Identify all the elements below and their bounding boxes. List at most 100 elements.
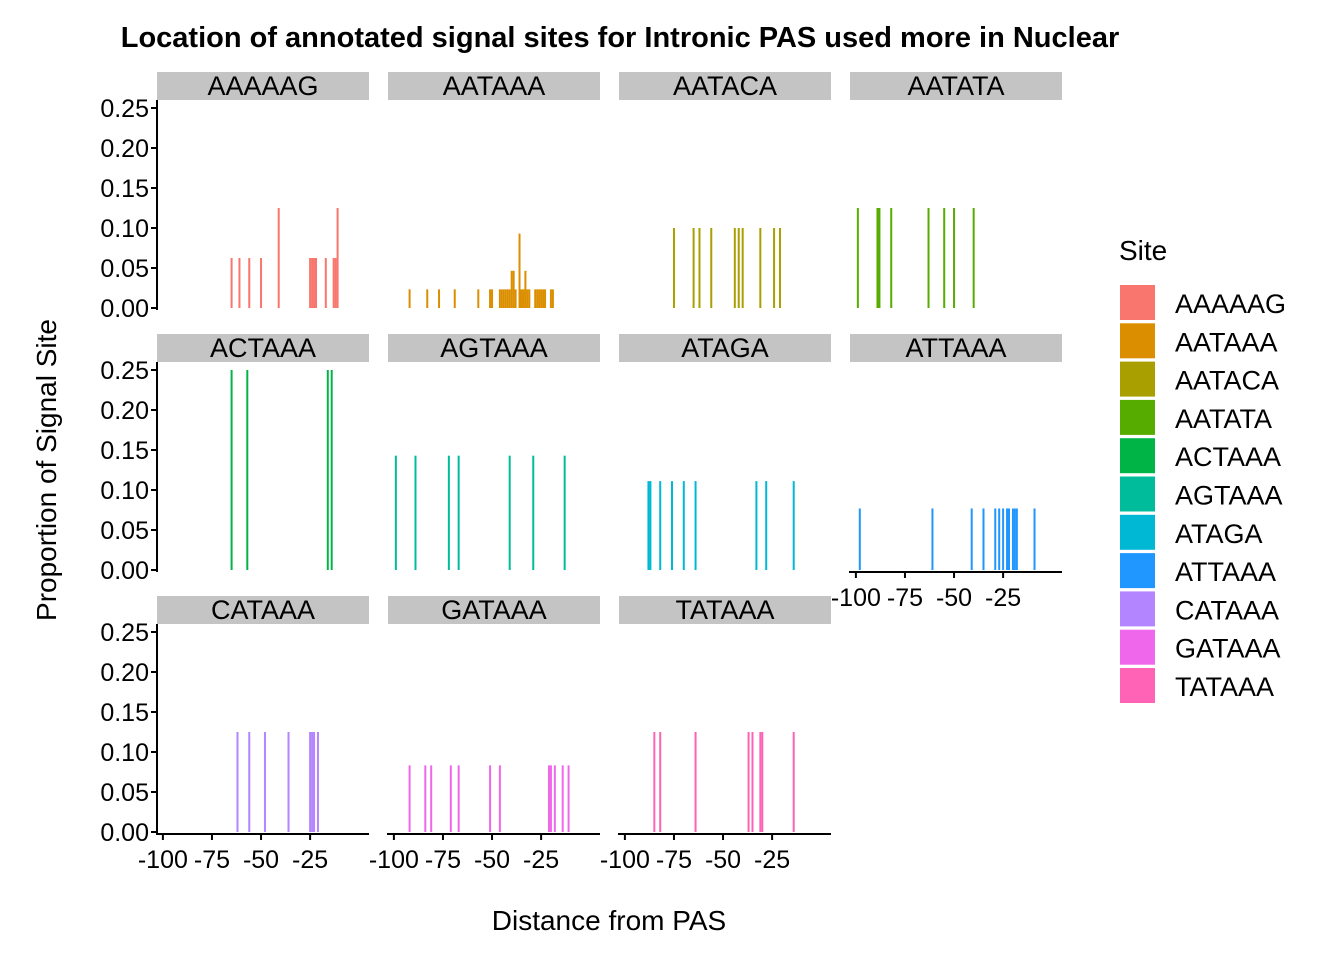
- bar: [477, 289, 480, 308]
- bar: [998, 508, 1001, 570]
- bar: [236, 732, 239, 832]
- legend-item-agtaaa: AGTAAA: [1120, 476, 1283, 512]
- bar: [927, 208, 930, 308]
- bar: [547, 765, 550, 832]
- legend-item-ataga: ATAGA: [1120, 514, 1263, 550]
- y-tick-label: 0.10: [100, 739, 149, 767]
- bar: [1011, 508, 1014, 570]
- x-tick-label: -50: [474, 846, 510, 874]
- bar: [532, 455, 535, 570]
- bar: [792, 732, 795, 832]
- x-axis-title: Distance from PAS: [492, 905, 726, 936]
- legend-item-gataaa: GATAAA: [1120, 629, 1281, 665]
- bar: [498, 765, 501, 832]
- facet-strip: [388, 72, 600, 100]
- bar: [710, 228, 713, 308]
- bar: [230, 258, 233, 308]
- bar: [761, 732, 764, 832]
- bar: [500, 289, 503, 308]
- legend-label: CATAAA: [1175, 595, 1279, 625]
- bar: [1002, 508, 1005, 570]
- bar: [313, 732, 316, 832]
- bar: [544, 289, 547, 308]
- y-tick-label: 0.15: [100, 699, 149, 727]
- bar: [430, 765, 433, 832]
- bar: [498, 289, 501, 308]
- y-tick-label: 0.00: [100, 819, 149, 847]
- facet-strip-label: ACTAAA: [210, 333, 316, 363]
- bar: [792, 481, 795, 570]
- bar: [248, 732, 251, 832]
- bar: [334, 258, 337, 308]
- bar: [315, 258, 317, 308]
- facet-strip: [157, 334, 369, 362]
- bar: [765, 481, 768, 570]
- facet-strip: [157, 596, 369, 624]
- y-tick-label: 0.10: [100, 477, 149, 505]
- bar: [733, 228, 736, 308]
- bar: [542, 289, 545, 308]
- bar: [408, 765, 411, 832]
- bar: [438, 289, 441, 308]
- bar: [526, 289, 529, 308]
- bar: [512, 270, 515, 308]
- legend-swatch: [1120, 591, 1155, 627]
- bar: [994, 508, 997, 570]
- bar: [506, 289, 509, 308]
- legend-swatch: [1120, 629, 1155, 665]
- bar: [230, 370, 233, 570]
- bar: [649, 481, 652, 570]
- bar: [426, 289, 429, 308]
- bar: [694, 732, 697, 832]
- bar: [878, 208, 881, 308]
- facet-strip-label: TATAAA: [675, 595, 774, 625]
- y-tick-label: 0.15: [100, 437, 149, 465]
- facet-panel-gataaa: GATAAA -100 -75 -50 -25: [369, 595, 600, 874]
- bar: [248, 258, 251, 308]
- bar: [1008, 508, 1010, 570]
- legend-label: ACTAAA: [1175, 442, 1281, 472]
- facet-strip: [619, 596, 831, 624]
- facet-panel-cataaa: CATAAA 0.00 0.05 0.10 0.15 0.20 0.25 -100 -75 -50…: [100, 595, 369, 874]
- x-tick-label: -100: [369, 846, 419, 874]
- facet-strip: [388, 334, 600, 362]
- facet-strip: [619, 72, 831, 100]
- facet-panel-tataaa: TATAAA -100 -75 -50 -25: [600, 595, 831, 874]
- facet-panel-ataga: ATAGA: [619, 333, 831, 570]
- bar: [424, 765, 427, 832]
- bar: [563, 455, 566, 570]
- facet-strip-label: CATAAA: [211, 595, 315, 625]
- bar: [759, 732, 762, 832]
- legend: Site AAAAAG AATAAA AATACA AATATA ACTAAA AGTAA…: [1119, 235, 1286, 703]
- y-tick-label: 0.05: [100, 779, 149, 807]
- facet-panel-actaaa: ACTAAA 0.00 0.05 0.10 0.15 0.20 0.25: [100, 333, 369, 585]
- legend-label: TATAAA: [1175, 672, 1274, 702]
- bar: [504, 289, 507, 308]
- bar: [408, 289, 411, 308]
- x-tick-label: -25: [292, 846, 328, 874]
- bar: [755, 481, 758, 570]
- x-tick-label: -50: [705, 846, 741, 874]
- legend-label: ATTAAA: [1175, 557, 1276, 587]
- x-tick-label: -100: [831, 584, 881, 612]
- legend-swatch: [1120, 323, 1155, 359]
- legend-label: GATAAA: [1175, 634, 1281, 664]
- facet-strip-label: GATAAA: [441, 595, 547, 625]
- bar: [528, 289, 531, 308]
- legend-swatch: [1120, 476, 1155, 512]
- bar: [553, 765, 556, 832]
- y-tick-label: 0.00: [100, 295, 149, 323]
- bar: [447, 455, 450, 570]
- legend-swatch: [1120, 361, 1155, 397]
- bar: [316, 732, 319, 832]
- y-tick-label: 0.10: [100, 215, 149, 243]
- x-tick-label: -75: [425, 846, 461, 874]
- bar: [313, 258, 316, 308]
- y-tick-label: 0.05: [100, 255, 149, 283]
- bar: [311, 258, 314, 308]
- facet-panel-agtaaa: AGTAAA: [388, 333, 600, 570]
- bar: [510, 270, 513, 308]
- facet-strip: [157, 72, 369, 100]
- bar: [737, 228, 740, 308]
